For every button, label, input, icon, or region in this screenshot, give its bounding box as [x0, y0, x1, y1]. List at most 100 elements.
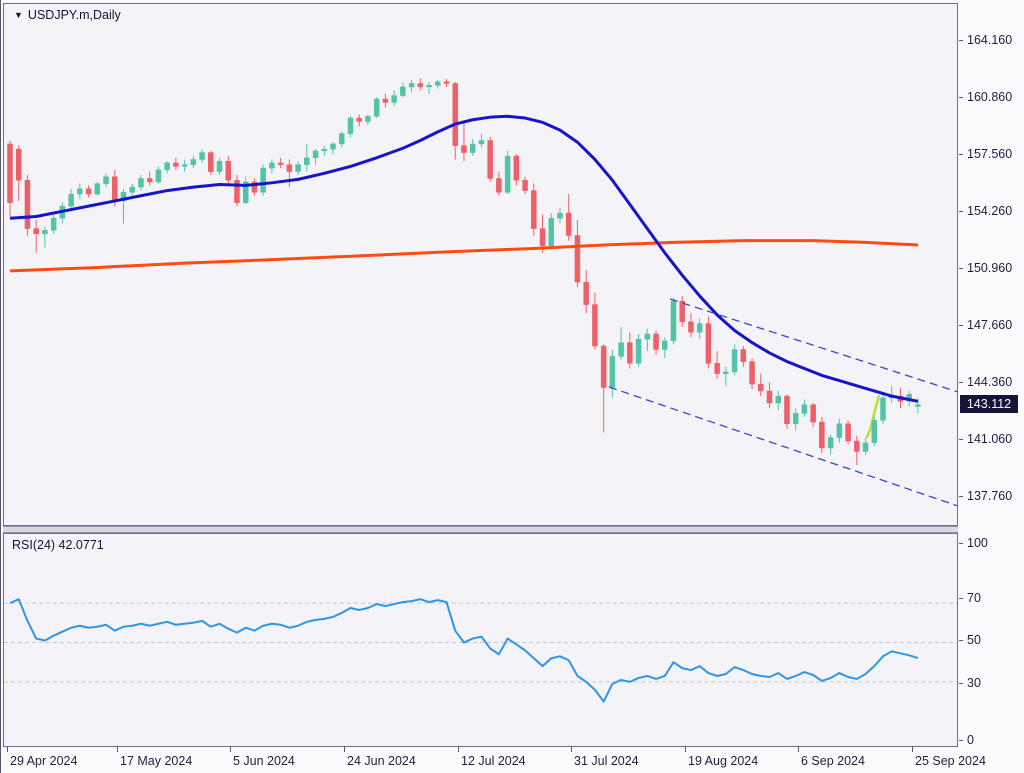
- candle-body: [915, 404, 921, 407]
- candle-body: [557, 212, 563, 219]
- candle-body: [7, 143, 13, 203]
- candle-body: [338, 133, 345, 145]
- candle-down: [854, 435, 860, 466]
- candle-down: [487, 137, 493, 182]
- candle-body: [251, 181, 258, 193]
- candle-body: [120, 192, 127, 202]
- rsi-line: [9, 598, 919, 703]
- candle-body: [365, 116, 371, 122]
- price-axis-label: 154.260: [967, 204, 1013, 218]
- candle-body: [487, 140, 493, 179]
- candle-body: [662, 340, 668, 350]
- candle-up: [880, 394, 886, 424]
- candle-body: [758, 383, 764, 392]
- candle-up: [478, 133, 485, 148]
- candle-body: [33, 228, 39, 235]
- price-axis-tick: [959, 496, 963, 497]
- candle-body: [443, 81, 450, 84]
- candle-up: [216, 157, 223, 176]
- time-axis[interactable]: 29 Apr 2024 17 May 2024 5 Jun 2024 24 Jun 2…: [1, 747, 1024, 773]
- candle-body: [740, 349, 747, 362]
- candle-up: [295, 161, 301, 176]
- trendline-upper: [669, 298, 957, 393]
- candle-down: [679, 295, 685, 328]
- pane-resize-handle[interactable]: [3, 526, 958, 533]
- candle-body: [775, 395, 781, 404]
- candle-body: [880, 397, 886, 421]
- slow-ma-line: [9, 239, 918, 273]
- candle-down: [225, 156, 231, 184]
- candle-body: [408, 83, 415, 88]
- candle-body: [112, 176, 118, 202]
- candle-down: [356, 114, 362, 127]
- candle-down: [740, 346, 747, 367]
- candle-down: [583, 270, 589, 314]
- candle-body: [382, 98, 389, 103]
- price-axis-tick: [959, 382, 963, 383]
- candle-body: [845, 423, 851, 442]
- rsi-indicator-pane[interactable]: RSI(24) 42.0771: [3, 533, 958, 747]
- candle-body: [42, 230, 48, 235]
- candle-up: [609, 349, 616, 398]
- candle-body: [592, 304, 598, 347]
- candle-down: [592, 292, 598, 350]
- candle-down: [286, 159, 293, 188]
- candle-body: [208, 152, 214, 172]
- candle-up: [635, 333, 642, 367]
- rsi-axis-label: 30: [967, 676, 981, 690]
- candle-up: [42, 226, 48, 248]
- candle-body: [225, 160, 231, 181]
- candle-down: [766, 382, 773, 409]
- candle-up: [321, 145, 328, 157]
- candle-down: [513, 154, 520, 186]
- price-axis-label: 141.060: [967, 432, 1013, 446]
- candle-body: [199, 152, 205, 160]
- candle-up: [94, 181, 101, 196]
- candle-up: [68, 188, 74, 210]
- rsi-axis-label: 0: [967, 733, 974, 747]
- candle-body: [496, 178, 502, 193]
- candle-body: [792, 413, 799, 425]
- chevron-down-icon[interactable]: ▼: [14, 9, 23, 20]
- rsi-axis-label: 50: [967, 633, 981, 647]
- candle-up: [120, 188, 127, 224]
- candle-body: [216, 160, 223, 172]
- candle-body: [400, 86, 406, 96]
- candle-up: [435, 80, 441, 89]
- candle-down: [277, 157, 284, 169]
- candle-up: [312, 149, 319, 165]
- price-chart-pane[interactable]: ▼ USDJPY.m,Daily: [3, 3, 958, 526]
- candle-body: [784, 395, 790, 425]
- candle-body: [68, 193, 74, 207]
- candle-body: [138, 178, 144, 188]
- candle-body: [312, 150, 319, 159]
- time-axis-label: 29 Apr 2024: [10, 754, 78, 768]
- candle-body: [583, 281, 589, 305]
- candle-down: [382, 93, 389, 108]
- price-axis-tick: [959, 325, 963, 326]
- price-axis-tick: [959, 211, 963, 212]
- symbol-timeframe-selector[interactable]: ▼ USDJPY.m,Daily: [14, 8, 121, 22]
- candle-body: [801, 404, 808, 414]
- price-axis[interactable]: 143.112 164.160 160.860 157.560 154.260 150.…: [959, 0, 1024, 747]
- price-axis-label: 150.960: [967, 261, 1013, 275]
- candle-up: [662, 337, 668, 359]
- candle-down: [251, 178, 258, 196]
- candle-up: [408, 80, 415, 93]
- candle-up: [103, 173, 109, 188]
- time-axis-tick: [117, 747, 118, 752]
- candle-down: [496, 171, 502, 196]
- candle-up: [269, 159, 275, 174]
- candle-up: [696, 318, 703, 340]
- lime-ma-segment: [865, 394, 881, 439]
- candle-body: [269, 162, 275, 169]
- fast-ma-line: [9, 114, 919, 403]
- price-axis-label: 147.660: [967, 318, 1013, 332]
- candle-down: [146, 171, 153, 186]
- candle-up: [862, 437, 869, 455]
- candle-down: [600, 344, 607, 433]
- candle-down: [522, 176, 528, 195]
- candle-up: [304, 143, 310, 172]
- candle-body: [819, 421, 825, 449]
